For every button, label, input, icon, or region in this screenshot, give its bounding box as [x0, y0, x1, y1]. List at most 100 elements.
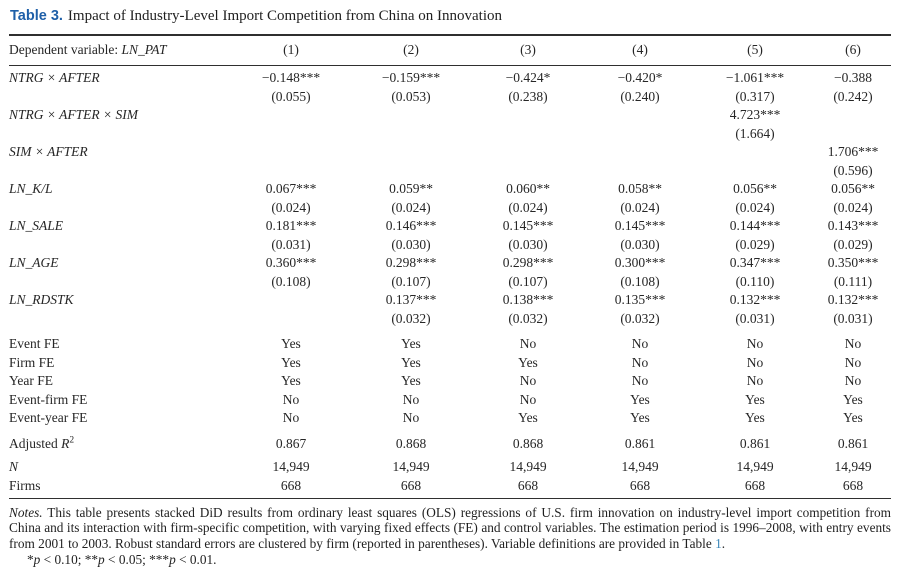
se-cell: (0.055): [271, 88, 311, 104]
fe-label: Year FE: [9, 373, 54, 388]
se-cell: [471, 162, 585, 181]
significance-part: p: [169, 552, 176, 568]
fe-row: Event-firm FE No No No Yes Yes Yes: [9, 391, 891, 410]
column-header-5: (5): [695, 34, 815, 66]
stat-label: N: [9, 453, 231, 477]
stat-label-part: R: [61, 435, 70, 451]
dep-var-prefix: Dependent variable:: [9, 42, 122, 57]
variable-label: LN_RDSTK: [9, 292, 74, 307]
se-cell: (0.107): [391, 273, 431, 289]
variable-label: LN_SALE: [9, 218, 64, 233]
coef-cell: 1.706***: [827, 144, 879, 159]
se-cell: (0.110): [735, 273, 775, 289]
table-header: Dependent variable: LN_PAT (1) (2) (3) (4)(…: [9, 34, 891, 66]
stat-cell: 668: [842, 477, 864, 493]
notes-after: .: [721, 535, 726, 551]
fe-cell: No: [282, 410, 300, 425]
coef-cell: 0.144***: [729, 218, 781, 233]
se-cell: (0.031): [833, 310, 873, 326]
table-notes: Notes. This table presents stacked DiD r…: [9, 505, 891, 551]
stat-cell: 668: [744, 477, 766, 493]
table-1-link[interactable]: 1: [715, 535, 722, 551]
significance-part: p: [98, 552, 105, 568]
se-cell: (0.238): [508, 88, 548, 104]
coef-row: LN_RDSTK 0.137*** 0.138*** 0.135*** 0.132***…: [9, 291, 891, 310]
coef-cell: −0.424*: [505, 70, 551, 85]
fe-cell: No: [519, 391, 537, 407]
fe-row: Event FE Yes Yes No No No No: [9, 328, 891, 354]
column-header-6: (6): [815, 34, 891, 66]
se-cell: (0.024): [271, 199, 311, 215]
dep-var-name: LN_PAT: [121, 42, 167, 57]
se-cell: [471, 125, 585, 144]
fe-cell: No: [631, 336, 649, 351]
se-cell: (0.030): [620, 236, 660, 252]
se-cell: (0.111): [833, 273, 873, 289]
se-cell: [815, 125, 891, 144]
stat-label-part: Adjusted: [9, 435, 62, 451]
coef-cell: [231, 143, 351, 162]
se-label-spacer: [9, 310, 231, 329]
se-row: (0.031) (0.030) (0.030) (0.030) (0.029) (0.02…: [9, 236, 891, 255]
fe-row: Firm FE Yes Yes Yes No No No: [9, 354, 891, 373]
coef-cell: 0.146***: [385, 218, 437, 233]
coef-cell: −1.061***: [725, 70, 785, 85]
se-cell: (0.024): [508, 199, 548, 215]
se-cell: (0.596): [833, 162, 873, 178]
fe-label: Firm FE: [9, 354, 55, 370]
fe-cell: Yes: [843, 410, 863, 425]
fe-label: Event FE: [9, 336, 60, 351]
fe-cell: No: [844, 373, 862, 388]
fe-cell: No: [746, 354, 764, 370]
coef-cell: 0.056**: [733, 181, 777, 196]
stat-cell: 0.867: [275, 435, 307, 451]
se-row: (1.664): [9, 125, 891, 144]
fe-cell: Yes: [281, 336, 301, 351]
stat-row: Adjusted R2 0.867 0.868 0.868 0.861 0.861 0.86…: [9, 428, 891, 454]
se-cell: (0.030): [391, 236, 431, 252]
coef-cell: 4.723***: [729, 107, 781, 122]
se-row: (0.108) (0.107) (0.107) (0.108) (0.110) (0.11…: [9, 273, 891, 292]
significance-part: < 0.10; **: [40, 552, 99, 568]
coef-cell: −0.420*: [617, 70, 663, 85]
fe-cell: Yes: [518, 354, 538, 370]
coef-cell: −0.388: [834, 70, 872, 85]
table-title: Table 3. Impact of Industry-Level Import …: [10, 8, 891, 25]
se-cell: (0.024): [391, 199, 431, 215]
table-title-text: Impact of Industry-Level Import Competit…: [67, 8, 502, 24]
se-cell: [351, 125, 471, 144]
coef-cell: [585, 143, 695, 162]
stat-label-part: 2: [69, 435, 75, 445]
significance-part: p: [33, 552, 41, 568]
stat-label: Firms: [9, 477, 231, 496]
coef-row: LN_AGE 0.360*** 0.298*** 0.298*** 0.300*** 0.…: [9, 254, 891, 273]
regression-table: Dependent variable: LN_PAT (1) (2) (3) (4)(…: [9, 34, 891, 495]
fe-cell: Yes: [281, 354, 301, 370]
stat-cell: 14,949: [834, 459, 872, 474]
se-cell: [585, 125, 695, 144]
stat-cell: 668: [280, 477, 302, 493]
fe-cell: No: [402, 410, 420, 425]
se-cell: (0.024): [620, 199, 660, 215]
se-cell: (0.053): [391, 88, 431, 104]
fe-cell: Yes: [745, 410, 765, 425]
coef-cell: 0.145***: [502, 218, 554, 233]
column-header-1: (1): [231, 34, 351, 66]
coef-cell: 0.360***: [265, 255, 317, 270]
fe-cell: Yes: [518, 410, 538, 425]
coef-cell: 0.059**: [389, 181, 433, 196]
variable-label: LN_K/L: [9, 181, 53, 196]
fe-cell: Yes: [745, 391, 765, 407]
stat-cell: 14,949: [392, 459, 430, 474]
coef-cell: [815, 106, 891, 125]
se-cell: (0.032): [620, 310, 660, 326]
se-cell: (0.032): [508, 310, 548, 326]
coef-cell: 0.060**: [506, 181, 550, 196]
coef-cell: [231, 106, 351, 125]
coef-cell: [585, 106, 695, 125]
coef-cell: 0.143***: [827, 218, 879, 233]
se-cell: (0.108): [620, 273, 660, 289]
se-cell: [231, 310, 351, 329]
header-row: Dependent variable: LN_PAT (1) (2) (3) (4)(…: [9, 34, 891, 66]
se-cell: (0.029): [735, 236, 775, 252]
